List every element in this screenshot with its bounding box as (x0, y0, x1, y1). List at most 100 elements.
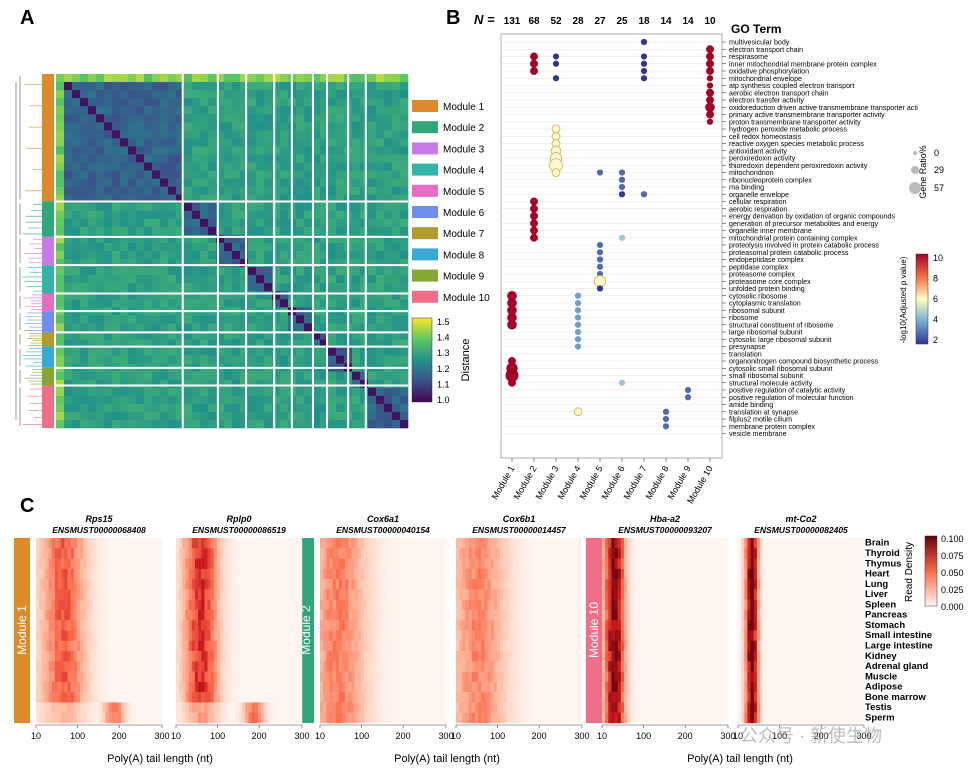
polya-cell (220, 702, 224, 713)
polya-cell (210, 651, 214, 662)
polya-cell (398, 589, 403, 600)
heatmap-cell (256, 98, 265, 107)
go-term-label: structural molecule activity (729, 379, 813, 387)
heatmap-cell (248, 387, 257, 397)
polya-cell (245, 692, 249, 703)
polya-cell (383, 620, 387, 631)
go-dot (574, 336, 582, 343)
polya-cell (414, 712, 418, 724)
polya-cell (279, 661, 284, 672)
polya-cell (364, 651, 368, 662)
polya-cell (373, 568, 377, 580)
heatmap-cell (160, 299, 169, 308)
polya-cell (484, 568, 488, 580)
heatmap-cell (264, 259, 273, 268)
polya-cell (39, 620, 43, 631)
polya-cell (496, 630, 501, 641)
polya-cell (58, 702, 62, 713)
polya-cell (158, 712, 163, 724)
go-dot (530, 226, 538, 235)
polya-cell (292, 589, 296, 600)
polya-cell (182, 620, 186, 631)
polya-cell (392, 651, 396, 662)
heatmap-cell (200, 154, 209, 163)
heatmap-cell (176, 387, 185, 397)
heatmap-cell (328, 154, 337, 163)
polya-cell (351, 548, 355, 559)
polya-cell (201, 579, 205, 590)
go-dot (705, 102, 715, 113)
heatmap-cell (88, 106, 97, 115)
polya-cell (370, 671, 374, 683)
heatmap-cell (328, 275, 337, 284)
polya-cell (198, 681, 202, 693)
polya-cell (484, 538, 488, 549)
polya-cell (121, 640, 125, 652)
heatmap-cell (64, 259, 73, 268)
polya-cell (89, 651, 93, 662)
polya-cell (223, 692, 227, 703)
polya-cell (105, 702, 109, 713)
heatmap-cell (72, 339, 81, 348)
polya-cell (367, 630, 371, 641)
heatmap-cell (168, 347, 177, 356)
heatmap-cell (72, 202, 81, 212)
polya-cell (210, 548, 214, 559)
polya-cell (267, 661, 271, 672)
go-dot (618, 379, 626, 386)
polya-cell (408, 599, 412, 611)
polya-cell (89, 630, 93, 641)
heatmap-cell (200, 331, 209, 340)
polya-cell (414, 702, 418, 713)
heatmap-cell (144, 146, 153, 155)
heatmap-cell (80, 194, 89, 204)
polya-cell (354, 692, 358, 703)
polya-cell (92, 609, 97, 621)
polya-cell (51, 568, 56, 580)
polya-cell (433, 630, 437, 641)
polya-cell (398, 671, 403, 683)
polya-cell (64, 671, 68, 683)
polya-cell (295, 538, 300, 549)
heatmap-cell (336, 74, 345, 83)
module-side-bar (14, 538, 30, 723)
polya-cell (436, 640, 440, 652)
polya-cell (267, 651, 271, 662)
polya-cell (326, 712, 330, 724)
polya-cell (130, 630, 134, 641)
polya-cell (146, 558, 150, 570)
polya-cell (411, 661, 415, 672)
heatmap-cell (384, 283, 393, 292)
heatmap-cell (264, 170, 273, 179)
polya-cell (210, 620, 214, 631)
heatmap-cell (136, 226, 145, 236)
heatmap-cell (352, 379, 361, 389)
heatmap-cell (200, 210, 209, 220)
heatmap-cell (72, 234, 81, 244)
heatmap-cell (376, 162, 385, 171)
polya-cell (348, 558, 352, 570)
heatmap-cell (264, 90, 273, 99)
polya-cell (376, 681, 381, 693)
polya-cell (270, 599, 274, 611)
distance-tick-label: 1.0 (437, 395, 450, 405)
polya-cell (417, 640, 421, 652)
polya-cell (152, 661, 156, 672)
polya-cell (289, 671, 293, 683)
polya-cell (364, 568, 368, 580)
polya-cell (226, 579, 230, 590)
go-term-label: amide binding (729, 401, 773, 409)
module-strip-segment (42, 293, 54, 312)
polya-cell (270, 640, 274, 652)
heatmap-cell (352, 259, 361, 268)
polya-cell (149, 702, 153, 713)
polya-cell (220, 609, 224, 621)
heatmap-cell (184, 283, 193, 292)
heatmap-cell (168, 291, 177, 300)
polya-cell (401, 661, 406, 672)
polya-cell (525, 558, 529, 570)
heatmap-cell (72, 323, 81, 332)
heatmap-cell (312, 226, 321, 236)
polya-cell (207, 651, 211, 662)
polya-cell (364, 538, 368, 549)
